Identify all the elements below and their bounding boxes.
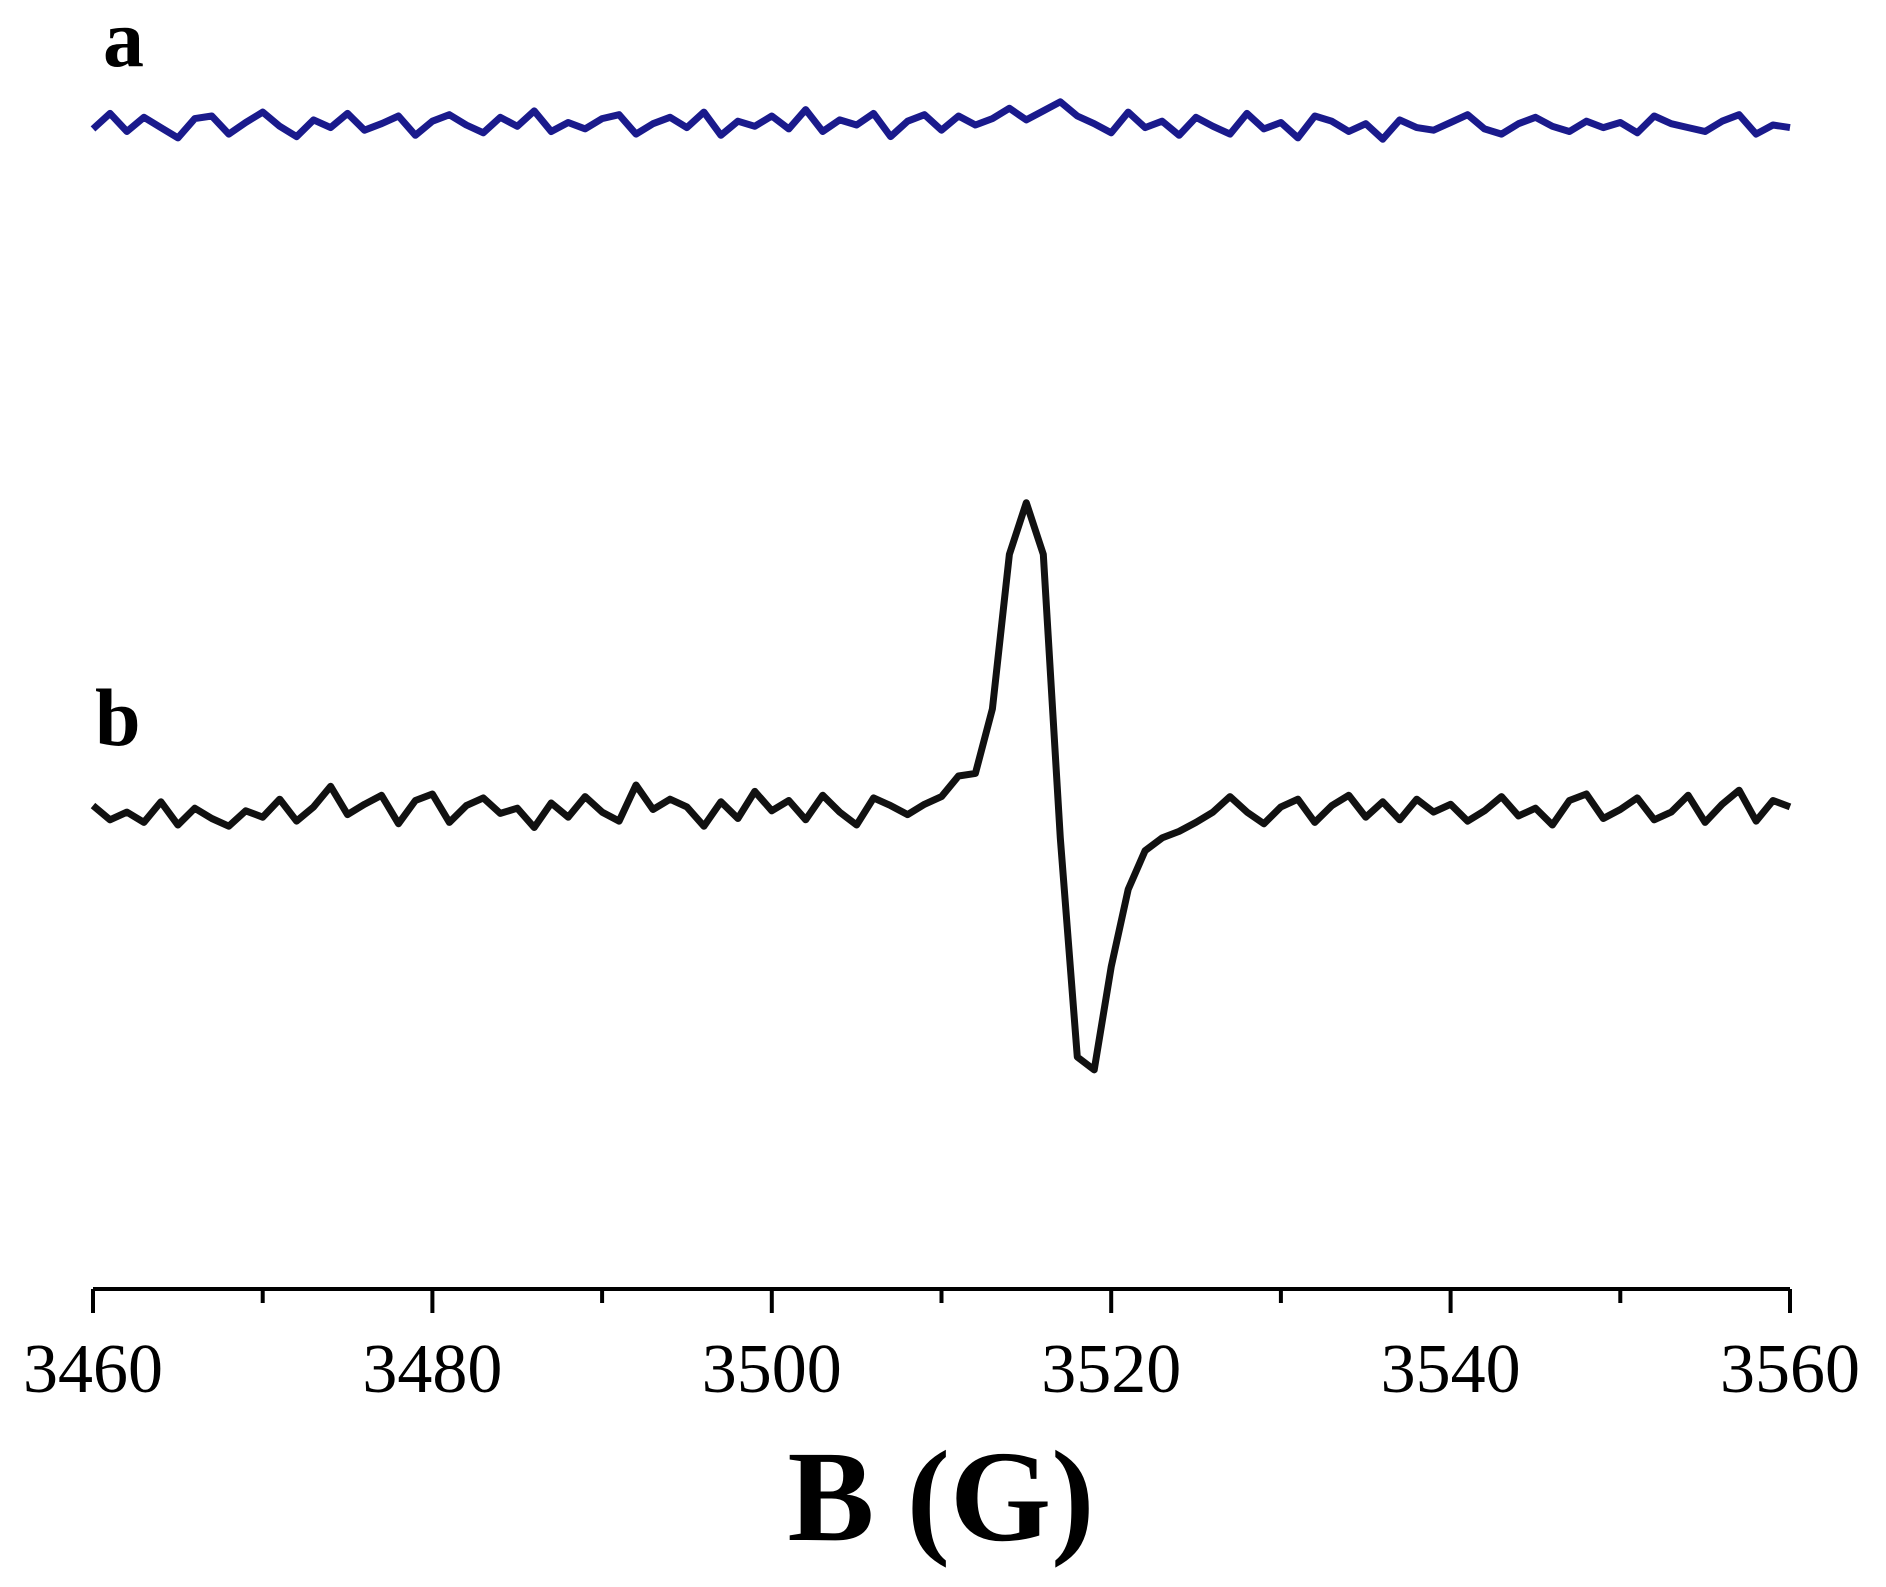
trace-label: a <box>103 0 144 84</box>
trace <box>90 499 1792 1074</box>
x-tick-label: 3500 <box>702 1331 842 1408</box>
trace-label: b <box>95 672 141 763</box>
x-tick-label: 3540 <box>1381 1331 1521 1408</box>
x-axis-label: B (G) <box>788 1425 1095 1569</box>
x-tick-label: 3480 <box>362 1331 502 1408</box>
x-tick-label: 3460 <box>23 1331 163 1408</box>
trace <box>90 98 1791 143</box>
x-tick-label: 3560 <box>1720 1331 1860 1408</box>
x-tick-label: 3520 <box>1041 1331 1181 1408</box>
